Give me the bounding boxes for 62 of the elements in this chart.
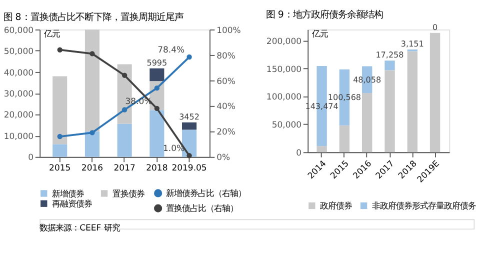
bar <box>384 60 395 70</box>
y-tick-label: 10,000 <box>4 132 34 142</box>
source-note: 数据来源：CEEF 研究 <box>40 223 120 234</box>
bar <box>182 122 197 130</box>
legend-label: 置换债券 <box>112 189 144 200</box>
y2-tick-label: 100% <box>216 26 241 36</box>
bar <box>52 144 68 157</box>
x-tick-label: 2016 <box>81 164 104 174</box>
point <box>122 107 128 112</box>
legend-label: 新增债券占比（右轴） <box>166 189 246 200</box>
point <box>122 72 128 78</box>
bar <box>52 76 68 144</box>
bar <box>84 131 100 157</box>
y2-tick-label: 80% <box>216 51 236 62</box>
y-tick-label: 40,000 <box>4 68 34 78</box>
point <box>90 51 95 56</box>
y-tick-label: 200,000 <box>266 36 302 47</box>
bar <box>84 29 100 132</box>
bar <box>362 93 372 152</box>
bar <box>384 70 395 152</box>
chart-title: 图 9：地方政府债务余额结构 <box>266 10 383 21</box>
y-axis-title: 亿元 <box>310 30 328 40</box>
y-tick-label: 20,000 <box>4 110 34 121</box>
y-tick-label: 60,000 <box>4 26 34 36</box>
data-label: 1.0% <box>162 144 185 154</box>
y-axis-title: 亿元 <box>42 30 60 40</box>
y-tick-label: 50,000 <box>272 120 302 131</box>
point <box>186 54 192 60</box>
y2-tick-label: 60% <box>216 76 236 87</box>
bar <box>407 51 418 152</box>
point <box>57 134 62 140</box>
legend-label: 政府债券 <box>320 202 352 212</box>
x-tick-label: 2019.05 <box>172 164 207 174</box>
legend-label: 再融资债券 <box>52 199 92 210</box>
y-tick-label: 50,000 <box>4 47 34 58</box>
x-tick-label: 2017 <box>114 164 136 174</box>
y2-tick-label: 0% <box>216 153 230 164</box>
y-tick-label: 0 <box>296 148 302 158</box>
bar <box>339 125 350 152</box>
y-tick-label: 100,000 <box>266 92 302 103</box>
point <box>57 47 62 52</box>
point <box>154 106 160 112</box>
chart-title: 图 8：置换债占比不断下降，置换周期近尾声 <box>3 12 184 24</box>
point <box>186 153 192 158</box>
point <box>90 130 95 136</box>
data-label: 78.4% <box>158 45 185 56</box>
legend-label: 置换债占比（右轴） <box>166 204 238 214</box>
y2-tick-label: 20% <box>216 128 236 138</box>
legend-label: 非政府债券形式存量政府债务 <box>372 202 476 212</box>
y-tick-label: 0 <box>28 153 34 164</box>
legend-label: 新增债券 <box>52 189 84 200</box>
bar <box>316 146 327 152</box>
y-tick-label: 150,000 <box>266 64 302 75</box>
y-tick-label: 30,000 <box>4 89 34 100</box>
bar <box>117 124 132 157</box>
x-tick-label: 2018 <box>146 164 168 174</box>
y2-tick-label: 40% <box>216 102 236 112</box>
x-tick-label: 2015 <box>49 164 71 174</box>
bar <box>430 32 440 152</box>
bar <box>150 110 164 157</box>
point <box>154 86 160 91</box>
bar <box>150 68 164 82</box>
